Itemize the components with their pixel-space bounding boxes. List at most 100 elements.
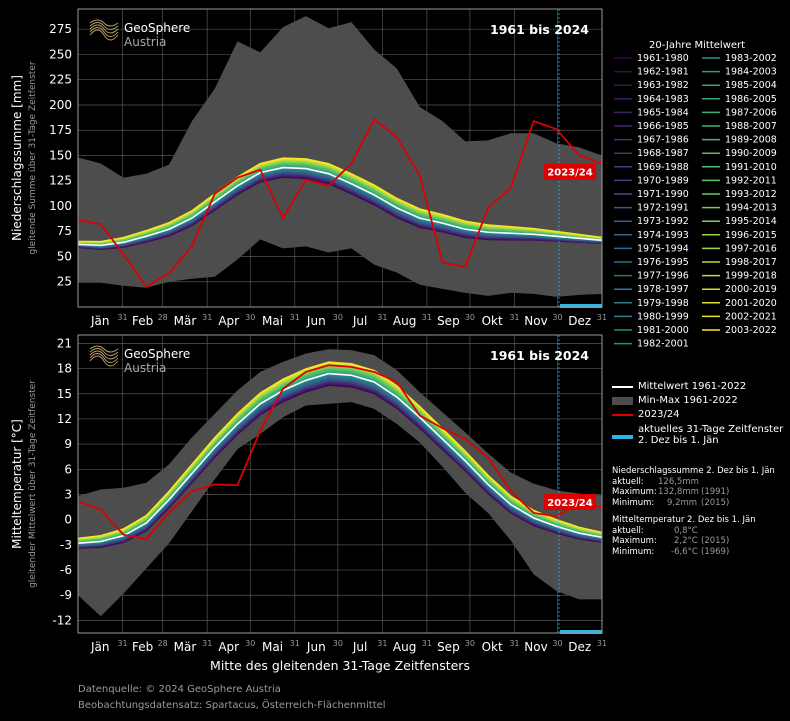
temp-max-label: Maximum: — [612, 536, 657, 546]
temp-mean-2003-2022 — [77, 361, 603, 539]
legend-period-label: 1967-1986 — [637, 135, 689, 146]
legend-period-label: 1978-1997 — [637, 284, 689, 295]
legend-window-swatch — [612, 435, 633, 439]
precip-y-tick: 125 — [49, 174, 72, 188]
temp-akt-value: 0,8°C — [674, 525, 698, 536]
legend-period-label: 1988-2007 — [725, 121, 777, 132]
legend-minmax-swatch — [612, 397, 633, 405]
legend-window: aktuelles 31-Tage Zeitfenster 2. Dez bis… — [612, 423, 790, 449]
precip-y-tick: 175 — [49, 123, 72, 137]
legend-period-label: 1968-1987 — [637, 148, 689, 159]
legend-window-label-2: 2. Dez bis 1. Jän — [638, 435, 719, 446]
temp-min-label: Minimum: — [612, 546, 655, 557]
precip-month-label: Jän — [90, 314, 110, 328]
temp-month-label: Feb — [132, 640, 153, 654]
temp-minmax-band — [78, 349, 602, 617]
legend-period-label: 1977-1996 — [637, 271, 689, 282]
legend-mean-label: Mittelwert 1961-2022 — [638, 381, 747, 392]
legend-window-label-1: aktuelles 31-Tage Zeitfenster — [638, 424, 784, 435]
temp-month-label: Jän — [90, 640, 110, 654]
temp-current-box-label: 2023/24 — [547, 498, 592, 509]
legend-period-label: 1973-1992 — [637, 216, 689, 227]
footer-dataset: Beobachtungsdatensatz: Spartacus, Österr… — [78, 700, 386, 711]
legend-period-label: 1961-1980 — [637, 53, 689, 64]
temp-mean-line — [77, 372, 603, 544]
legend-period-label: 1989-2008 — [725, 135, 777, 146]
legend-period-label: 1982-2001 — [637, 339, 689, 350]
legend-period-label: 1985-2004 — [725, 80, 777, 91]
precip-ylabel2: gleitende Summe über 31-Tage Zeitfenster — [28, 61, 38, 254]
legend-period-label: 1991-2010 — [725, 162, 777, 173]
logo-wave-icon — [89, 22, 119, 30]
precip-month-end-label: 30 — [333, 313, 343, 322]
precip-mean-line — [77, 166, 603, 247]
footer-source: Datenquelle: © 2024 GeoSphere Austria — [78, 684, 281, 695]
precip-month-label: Jun — [306, 314, 326, 328]
temp-month-label: Aug — [393, 640, 416, 654]
temp-akt-label: aktuell: — [612, 525, 644, 536]
temp-stats-title: Mitteltemperatur 2. Dez bis 1. Jän — [612, 515, 756, 525]
logo-wave-icon — [89, 19, 119, 27]
precip-ylabel: Niederschlagssumme [mm] — [10, 75, 24, 241]
logo-wave-icon — [89, 24, 119, 34]
legend-period-label: 1979-1998 — [637, 298, 689, 309]
temp-frame — [77, 334, 603, 634]
temp-min-value: -6,6°C — [671, 546, 698, 557]
precip-min-year: (2015) — [701, 497, 730, 508]
temp-month-end-label: 30 — [245, 639, 255, 648]
precip-y-tick: 250 — [49, 47, 72, 61]
temp-y-tick: 9 — [64, 437, 72, 451]
precip-minmax-band — [78, 16, 602, 297]
legend-period-label: 1972-1991 — [637, 203, 689, 214]
legend-window-label: aktuelles 31-Tage Zeitfenster 2. Dez bis… — [638, 424, 783, 446]
legend-period-label: 1993-2012 — [725, 189, 777, 200]
legend-period-label: 1963-1982 — [637, 80, 689, 91]
legend-period-label: 2002-2021 — [725, 311, 777, 322]
precip-badge: 1961 bis 2024 — [490, 22, 589, 37]
legend-mean: Mittelwert 1961-2022 — [612, 381, 790, 395]
temp-month-end-label: 31 — [290, 639, 300, 648]
precip-stats: Niederschlagssumme 2. Dez bis 1. Jän akt… — [612, 466, 775, 508]
temp-window-bar — [560, 630, 602, 634]
temp-y-tick: 21 — [57, 336, 72, 350]
temp-y-tick: -6 — [60, 563, 72, 577]
legend-period-label: 1994-2013 — [725, 203, 777, 214]
precip-min-label: Minimum: — [612, 497, 655, 508]
precip-min-value: 9,2mm — [667, 497, 698, 508]
temp-logo-line1: GeoSphere — [124, 347, 190, 361]
temp-y-tick: 18 — [57, 362, 72, 376]
logo-wave-icon — [89, 27, 119, 37]
temp-stats: Mitteltemperatur 2. Dez bis 1. Jän aktue… — [612, 515, 756, 557]
legend-period-label: 1986-2005 — [725, 94, 777, 105]
precip-month-end-label: 30 — [465, 313, 475, 322]
legend-period-label: 1975-1994 — [637, 243, 689, 254]
precip-month-end-label: 31 — [509, 313, 519, 322]
logo-wave-icon — [89, 350, 119, 360]
precip-y-tick: 50 — [57, 249, 72, 263]
temp-month-end-label: 31 — [509, 639, 519, 648]
precip-month-end-label: 31 — [202, 313, 212, 322]
precip-y-tick: 150 — [49, 148, 72, 162]
precip-window-bar — [560, 304, 602, 308]
temp-max-value: 2,2°C — [674, 536, 698, 546]
temp-month-label: Apr — [218, 640, 239, 654]
precip-current-box — [544, 163, 596, 180]
temp-logo-line2: Austria — [124, 361, 166, 375]
temp-y-tick: 15 — [57, 387, 72, 401]
legend-mean-swatch — [612, 386, 633, 388]
temp-month-end-label: 30 — [333, 639, 343, 648]
legend-period-list: 1961-1980 1962-1981 1963-1982 1964-1983 1965… — [614, 53, 777, 350]
temp-panel: -12 -9 -6 -3 0 3 6 9 12 15 18 21 Jän 31 Feb 28 Mär 31 Apr 3… — [10, 334, 607, 673]
temp-ylabel: Mitteltemperatur [°C] — [10, 419, 24, 549]
legend-period-label: 1971-1990 — [637, 189, 689, 200]
precip-month-end-label: 31 — [290, 313, 300, 322]
precip-panel: 25 50 75 100 125 150 175 200 225 250 275 Jän 31 Feb 28… — [10, 8, 607, 328]
temp-month-label: Nov — [524, 640, 547, 654]
logo-wave-icon — [89, 353, 119, 363]
legend-series: Mittelwert 1961-2022 Min-Max 1961-2022 2… — [612, 381, 790, 449]
temp-month-end-label: 30 — [465, 639, 475, 648]
temp-month-end-label: 31 — [117, 639, 127, 648]
precip-month-label: Apr — [218, 314, 239, 328]
precip-stats-title: Niederschlagssumme 2. Dez bis 1. Jän — [612, 466, 775, 476]
